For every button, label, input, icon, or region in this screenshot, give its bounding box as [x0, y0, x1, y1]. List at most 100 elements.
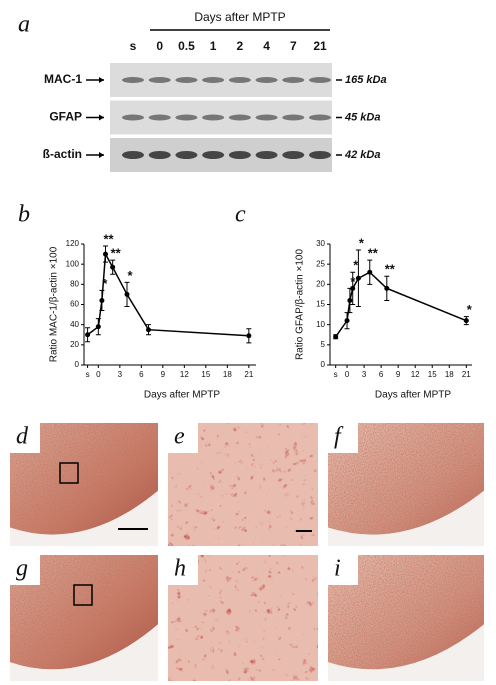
- band: [228, 151, 251, 159]
- size-label: 45 kDa: [344, 111, 380, 123]
- band: [122, 77, 144, 83]
- x-tick-label: 0: [345, 370, 350, 379]
- y-tick-label: 80: [70, 279, 79, 288]
- band: [202, 114, 225, 121]
- data-point: [103, 251, 108, 257]
- data-point: [110, 264, 116, 270]
- lane-label: 4: [263, 39, 270, 53]
- band: [122, 151, 144, 159]
- panel-label: i: [334, 556, 341, 582]
- x-tick-label: 6: [379, 370, 384, 379]
- label-box: [10, 423, 40, 453]
- band: [175, 77, 198, 83]
- x-tick-label: 18: [445, 370, 454, 379]
- band: [255, 151, 278, 159]
- x-tick-label: 9: [161, 370, 166, 379]
- label-box: [328, 555, 358, 585]
- data-point: [246, 333, 252, 339]
- data-point: [85, 332, 91, 338]
- data-point: [146, 327, 151, 333]
- data-line: [87, 251, 249, 337]
- data-point: [350, 285, 356, 291]
- data-point: [333, 334, 339, 340]
- y-axis-label: Ratio GFAP/β-actin ×100: [295, 249, 306, 361]
- significance: *: [359, 235, 365, 250]
- band: [309, 151, 331, 159]
- size-label: 165 kDa: [345, 74, 387, 86]
- band: [122, 114, 144, 121]
- band: [255, 77, 278, 83]
- arrow-head: [99, 114, 104, 121]
- lane-label: 0: [156, 39, 163, 53]
- y-tick-label: 10: [316, 320, 325, 329]
- y-tick-label: 25: [316, 259, 325, 268]
- x-tick-label: s: [86, 370, 90, 379]
- y-tick-label: 20: [70, 340, 79, 349]
- lane-label: 21: [313, 39, 327, 53]
- row-label: ß-actin: [43, 147, 82, 161]
- x-axis-label: Days after MPTP: [375, 390, 451, 401]
- lane-label: 2: [237, 39, 244, 53]
- row-label: MAC-1: [44, 72, 82, 86]
- significance: **: [111, 246, 122, 261]
- data-point: [347, 297, 353, 303]
- band: [148, 114, 171, 121]
- band: [282, 114, 305, 121]
- data-point: [124, 291, 130, 297]
- size-label: 42 kDa: [344, 149, 380, 161]
- y-axis-label: Ratio MAC-1/β-actin ×100: [49, 246, 60, 362]
- arrow-head: [99, 152, 104, 158]
- x-tick-label: 6: [139, 370, 144, 379]
- significance: *: [127, 268, 133, 283]
- data-point: [95, 324, 101, 330]
- y-tick-label: 40: [70, 320, 79, 329]
- x-tick-label: 15: [201, 370, 210, 379]
- significance: *: [102, 276, 108, 291]
- panel-label: e: [174, 424, 185, 450]
- panel-label: g: [16, 556, 28, 582]
- band: [228, 77, 251, 83]
- x-tick-label: 9: [396, 370, 401, 379]
- x-tick-label: 21: [462, 370, 471, 379]
- x-tick-label: 18: [223, 370, 232, 379]
- band: [202, 77, 225, 83]
- band: [282, 77, 305, 83]
- tissue-edge: [10, 490, 158, 546]
- y-tick-label: 20: [316, 279, 325, 288]
- data-point: [463, 318, 469, 324]
- panel-label: a: [18, 12, 30, 38]
- panel-label: h: [174, 556, 186, 582]
- label-box: [10, 555, 40, 585]
- y-tick-label: 120: [66, 239, 80, 248]
- inset-box: [73, 584, 93, 606]
- data-point: [99, 297, 105, 303]
- band: [148, 151, 171, 159]
- lane-label: s: [130, 39, 137, 53]
- lane-label: 0.5: [178, 39, 195, 53]
- x-tick-label: 0: [96, 370, 101, 379]
- band: [148, 77, 171, 83]
- x-tick-label: s: [334, 370, 338, 379]
- arrow-head: [99, 77, 104, 83]
- inset-box: [59, 462, 79, 484]
- panel-label: f: [334, 424, 344, 450]
- y-tick-label: 0: [75, 360, 80, 369]
- significance: **: [368, 246, 379, 261]
- x-tick-label: 3: [118, 370, 123, 379]
- band: [282, 151, 305, 159]
- band: [175, 114, 198, 121]
- data-point: [384, 285, 390, 291]
- y-tick-label: 30: [316, 239, 325, 248]
- panel-label: d: [16, 424, 29, 450]
- y-tick-label: 15: [316, 300, 325, 309]
- lane-label: 1: [210, 39, 217, 53]
- band: [202, 151, 225, 159]
- x-tick-label: 21: [244, 370, 253, 379]
- significance: *: [353, 258, 359, 273]
- panel-label: b: [18, 202, 30, 228]
- panel-label: c: [235, 202, 246, 228]
- lane-label: 7: [290, 39, 297, 53]
- tissue-edge: [328, 490, 484, 546]
- x-axis-label: Days after MPTP: [144, 390, 220, 401]
